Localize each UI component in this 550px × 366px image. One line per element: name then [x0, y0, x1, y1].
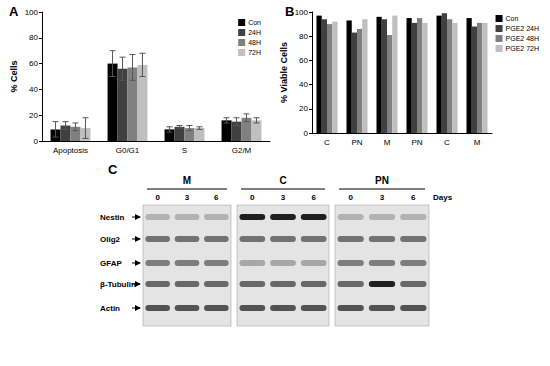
svg-text:C: C — [444, 138, 450, 147]
svg-text:G0/G1: G0/G1 — [116, 146, 140, 155]
svg-text:G2/M: G2/M — [232, 146, 252, 155]
svg-text:M: M — [183, 175, 191, 186]
svg-text:0: 0 — [250, 193, 255, 202]
svg-text:100: 100 — [295, 8, 309, 17]
svg-text:0: 0 — [348, 193, 353, 202]
svg-text:6: 6 — [411, 193, 416, 202]
svg-text:PN: PN — [351, 138, 362, 147]
svg-text:C: C — [108, 162, 118, 177]
svg-text:PGE2 48H: PGE2 48H — [506, 35, 539, 42]
svg-text:100: 100 — [25, 8, 39, 17]
svg-text:Apoptosis: Apoptosis — [53, 146, 88, 155]
svg-text:40: 40 — [299, 80, 308, 89]
svg-text:PGE2 72H: PGE2 72H — [506, 45, 539, 52]
svg-text:GFAP: GFAP — [100, 259, 122, 268]
svg-text:PN: PN — [375, 175, 389, 186]
svg-text:80: 80 — [299, 32, 308, 41]
svg-text:60: 60 — [299, 56, 308, 65]
svg-text:48H: 48H — [248, 39, 261, 46]
svg-text:% Cells: % Cells — [9, 60, 19, 92]
svg-text:M: M — [384, 138, 391, 147]
svg-text:Olig2: Olig2 — [100, 235, 121, 244]
svg-text:6: 6 — [311, 193, 316, 202]
svg-text:A: A — [9, 4, 19, 19]
svg-text:M: M — [474, 138, 481, 147]
svg-text:3: 3 — [281, 193, 286, 202]
svg-text:C: C — [324, 138, 330, 147]
svg-text:S: S — [182, 146, 187, 155]
svg-text:β-Tubulin: β-Tubulin — [100, 280, 136, 289]
svg-text:0: 0 — [34, 137, 39, 146]
svg-text:80: 80 — [29, 33, 38, 42]
svg-text:Con: Con — [506, 15, 519, 22]
svg-text:0: 0 — [304, 129, 309, 138]
svg-text:72H: 72H — [248, 49, 261, 56]
svg-text:0: 0 — [155, 193, 160, 202]
svg-text:60: 60 — [29, 59, 38, 68]
svg-text:24H: 24H — [248, 29, 261, 36]
svg-text:Nestin: Nestin — [100, 213, 125, 222]
svg-text:PN: PN — [411, 138, 422, 147]
svg-text:C: C — [279, 175, 286, 186]
svg-text:Days: Days — [433, 193, 453, 202]
svg-text:20: 20 — [299, 104, 308, 113]
svg-text:Con: Con — [248, 19, 261, 26]
svg-text:PGE2 24H: PGE2 24H — [506, 25, 539, 32]
svg-text:% Viable Cells: % Viable Cells — [279, 42, 289, 103]
svg-text:3: 3 — [185, 193, 190, 202]
svg-text:40: 40 — [29, 85, 38, 94]
svg-text:B: B — [285, 4, 294, 19]
svg-text:6: 6 — [214, 193, 219, 202]
svg-text:3: 3 — [380, 193, 385, 202]
svg-text:Actin: Actin — [100, 304, 120, 313]
svg-text:20: 20 — [29, 111, 38, 120]
